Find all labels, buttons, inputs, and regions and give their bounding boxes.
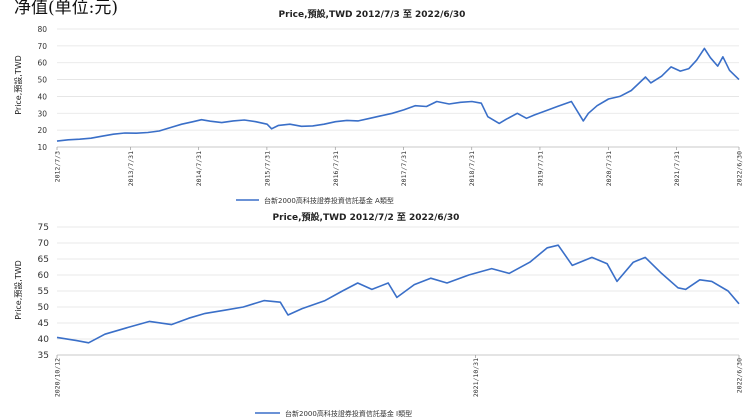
x-tick-label: 2016/7/31 [332,151,340,186]
y-tick-label: 20 [37,126,47,135]
x-tick-label: 2022/6/30 [736,358,744,393]
chart-1-y-axis-label: Price,預設,TWD [13,55,23,115]
x-tick-label: 2019/7/31 [536,151,544,186]
x-tick-label: 2017/7/31 [400,151,408,186]
y-tick-label: 80 [37,25,47,34]
chart-2: Price,預設,TWD 2012/7/2 至 2022/6/30 35 40 45… [13,211,744,418]
y-tick-label: 70 [38,239,50,249]
chart-2-title: Price,預設,TWD 2012/7/2 至 2022/6/30 [273,211,460,223]
chart-1-plot-area [57,48,739,141]
y-tick-label: 50 [38,303,50,313]
chart-2-legend-label: 台新2000高科技證券投資信託基金 I類型 [285,409,412,418]
y-tick-label: 30 [37,109,47,118]
x-tick-label: 2018/7/31 [468,151,476,186]
chart-2-plot-area [57,245,739,343]
x-tick-label: 2014/7/31 [195,151,203,186]
x-tick-label: 2020/10/12 [54,358,62,397]
y-tick-label: 65 [38,255,49,265]
y-tick-label: 60 [38,271,50,281]
x-tick-label: 2021/7/31 [673,151,681,186]
chart-1-legend-label: 台新2000高科技證券投資信託基金 A類型 [264,196,394,205]
y-tick-label: 70 [37,42,47,51]
y-tick-label: 45 [38,319,49,329]
chart-2-x-ticks: 2020/10/12 2021/10/31 2022/6/30 [54,355,744,397]
y-tick-label: 40 [38,335,50,345]
y-tick-label: 50 [37,76,47,85]
chart-1: Price,預設,TWD 2012/7/3 至 2022/6/30 10 20 30… [13,8,744,205]
chart-2-y-axis-label: Price,預設,TWD [13,260,23,320]
x-tick-label: 2012/7/3 [54,151,62,182]
chart-1-gridlines [57,29,739,147]
y-tick-label: 55 [38,287,49,297]
chart-2-gridlines [57,227,739,355]
y-tick-label: 35 [38,351,49,361]
y-tick-label: 75 [38,223,49,233]
series-line [57,245,739,343]
x-tick-label: 2022/6/30 [736,151,744,186]
y-tick-label: 60 [37,59,47,68]
x-tick-label: 2015/7/31 [263,151,271,186]
series-line [57,48,739,141]
y-tick-label: 40 [37,92,47,101]
chart-1-x-ticks: 2012/7/3 2013/7/31 2014/7/31 2015/7/31 2016/… [54,147,744,186]
x-tick-label: 2021/10/31 [472,358,480,397]
chart-2-y-ticks: 35 40 45 50 55 60 65 70 75 [38,223,50,361]
x-tick-label: 2020/7/31 [605,151,613,186]
x-tick-label: 2013/7/31 [127,151,135,186]
y-tick-label: 10 [37,143,47,152]
chart-1-title: Price,預設,TWD 2012/7/3 至 2022/6/30 [279,8,466,20]
chart-1-y-ticks: 10 20 30 40 50 60 70 80 [37,25,47,152]
